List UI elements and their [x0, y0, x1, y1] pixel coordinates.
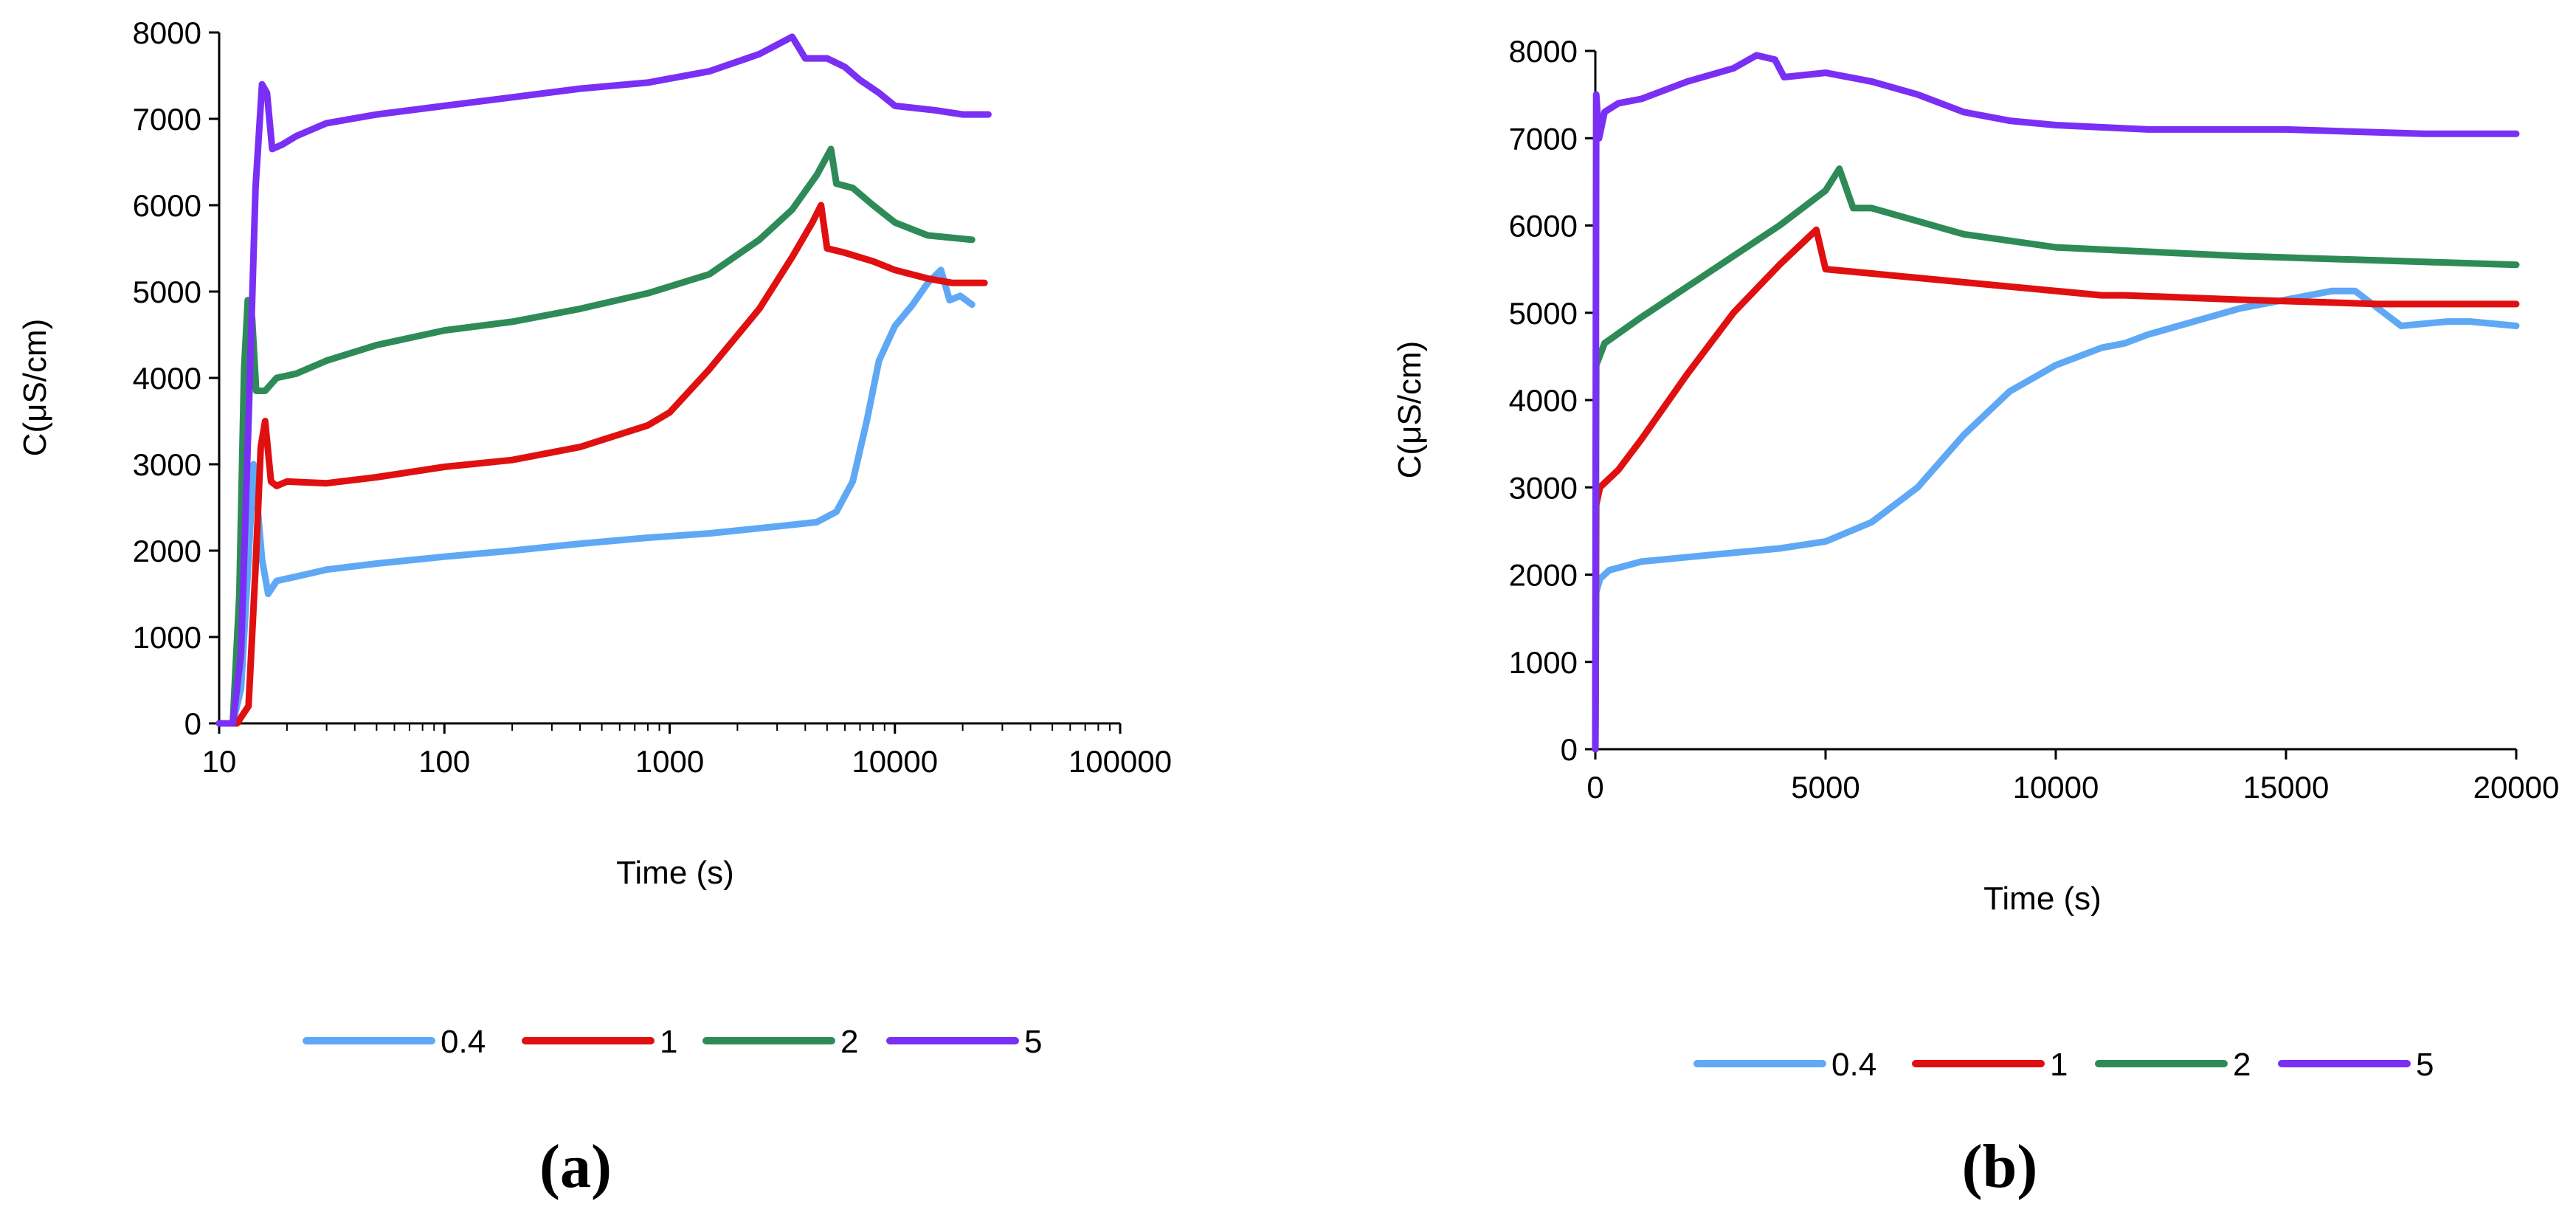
x-tick-label: 10 — [202, 744, 237, 779]
y-tick-label: 3000 — [1509, 470, 1578, 505]
x-tick-label: 5000 — [1791, 770, 1860, 805]
y-tick-label: 2000 — [133, 534, 201, 568]
legend-label: 2 — [2233, 1047, 2251, 1083]
x-tick-label: 20000 — [2473, 770, 2560, 805]
x-axis-label: Time (s) — [1983, 881, 2102, 917]
series-line-2 — [215, 145, 976, 727]
y-tick-label: 4000 — [1509, 383, 1578, 418]
y-axis-label: C(μS/cm) — [1392, 341, 1428, 479]
legend-label: 1 — [660, 1024, 677, 1060]
y-tick-label: 0 — [1561, 732, 1578, 767]
series-line-0-4 — [215, 266, 976, 727]
y-tick-label: 6000 — [133, 188, 201, 223]
series-line-5 — [215, 33, 992, 727]
series-line-1 — [215, 202, 988, 727]
legend-label: 2 — [840, 1024, 858, 1060]
x-axis-label: Time (s) — [616, 855, 734, 891]
y-axis-label: C(μS/cm) — [17, 319, 53, 457]
legend-label: 5 — [1024, 1024, 1042, 1060]
y-tick-label: 7000 — [1509, 121, 1578, 156]
x-tick-label: 10000 — [852, 744, 938, 779]
legend-label: 0.4 — [441, 1024, 486, 1060]
y-tick-label: 6000 — [1509, 209, 1578, 244]
y-tick-label: 1000 — [133, 620, 201, 655]
series-line-0-4 — [1592, 287, 2520, 753]
x-tick-label: 15000 — [2243, 770, 2330, 805]
y-tick-label: 7000 — [133, 102, 201, 137]
x-tick-label: 0 — [1586, 770, 1603, 805]
x-tick-label: 10000 — [2013, 770, 2099, 805]
x-tick-label: 1000 — [635, 744, 704, 779]
y-tick-label: 1000 — [1509, 645, 1578, 680]
y-tick-label: 3000 — [133, 447, 201, 482]
panel-caption: (a) — [539, 1132, 612, 1201]
y-tick-label: 5000 — [1509, 296, 1578, 331]
series-line-5 — [1592, 52, 2520, 753]
y-tick-label: 2000 — [1509, 558, 1578, 593]
panel-caption: (b) — [1962, 1132, 2038, 1201]
series-line-2 — [1592, 165, 2520, 753]
x-tick-label: 100000 — [1068, 744, 1172, 779]
series-line-1 — [1592, 226, 2520, 753]
y-tick-label: 8000 — [1509, 34, 1578, 69]
x-tick-label: 100 — [418, 744, 470, 779]
y-tick-label: 5000 — [133, 275, 201, 309]
y-tick-label: 4000 — [133, 361, 201, 396]
legend-label: 1 — [2050, 1047, 2068, 1083]
legend-label: 5 — [2416, 1047, 2434, 1083]
y-tick-label: 8000 — [133, 16, 201, 50]
y-tick-label: 0 — [184, 706, 201, 741]
legend-label: 0.4 — [1831, 1047, 1876, 1083]
